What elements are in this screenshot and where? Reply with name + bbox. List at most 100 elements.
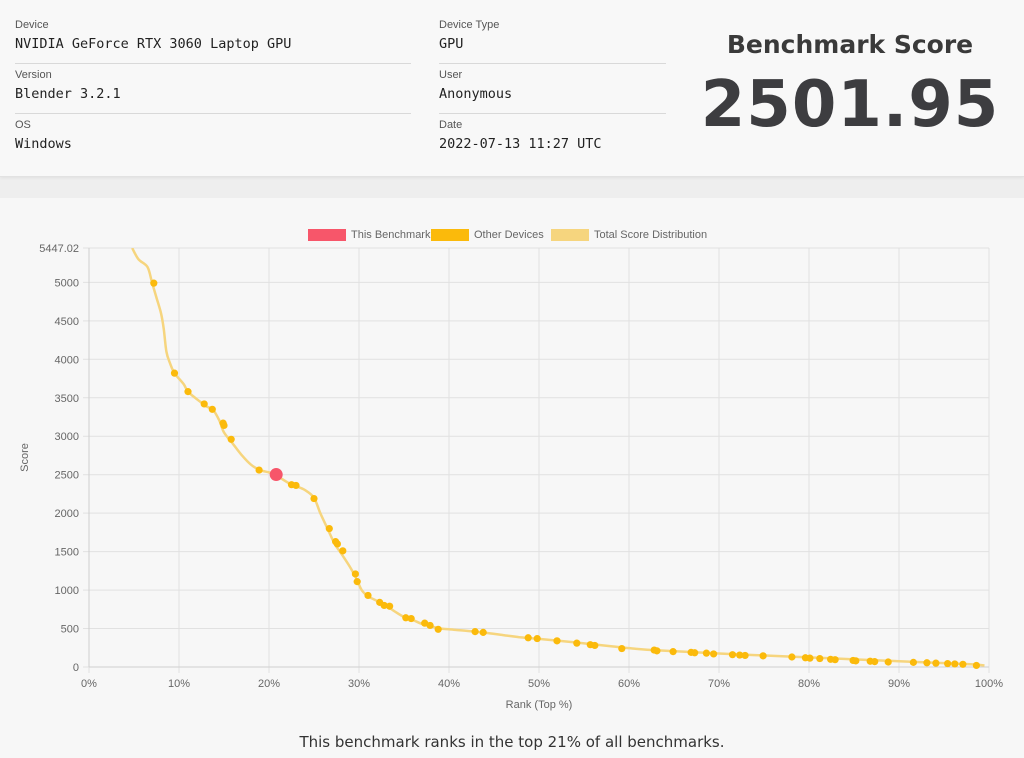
benchmark-score-title: Benchmark Score — [726, 30, 974, 59]
other-device-point — [909, 658, 918, 666]
score-distribution-chart: 0% 10% 20% 30% 40% 50% 60% 70% 80% 90% 100% 5447.02… — [19, 229, 1003, 711]
legend-this-benchmark-swatch — [308, 229, 346, 241]
y-tick-label: 2000 — [55, 508, 79, 520]
x-tick-label: 20% — [258, 678, 280, 690]
other-device-point — [533, 634, 541, 643]
other-device-point — [573, 639, 581, 647]
benchmark-info-header: Device NVIDIA GeForce RTX 3060 Laptop GP… — [0, 0, 1024, 177]
other-device-point — [728, 651, 737, 659]
other-device-point — [852, 657, 860, 665]
device-field: Device NVIDIA GeForce RTX 3060 Laptop GP… — [15, 18, 411, 64]
distribution-line — [131, 248, 985, 667]
device-type-value: GPU — [439, 35, 666, 64]
other-device-point — [227, 435, 235, 443]
device-type-field: Device Type GPU — [439, 18, 666, 64]
other-device-point — [407, 614, 415, 623]
user-label: User — [439, 69, 463, 81]
y-tick-label: 0 — [73, 662, 79, 674]
other-device-point — [220, 421, 228, 430]
other-device-point — [736, 651, 744, 659]
version-label: Version — [15, 69, 52, 81]
other-device-point — [351, 570, 359, 578]
other-device-point — [380, 601, 388, 610]
other-device-point — [788, 653, 796, 661]
y-axis-title: Score — [19, 443, 31, 472]
x-tick-label: 60% — [618, 678, 640, 690]
y-tick-label: 3500 — [55, 393, 79, 405]
other-device-point — [741, 651, 749, 660]
legend-other-devices-label: Other Devices — [474, 229, 544, 241]
y-tick-label: 3000 — [55, 431, 79, 443]
other-device-point — [434, 625, 442, 633]
y-tick-label: 4000 — [55, 354, 79, 366]
x-tick-label: 10% — [168, 678, 190, 690]
other-device-point — [806, 654, 814, 662]
date-field: Date 2022-07-13 11:27 UTC — [439, 118, 666, 163]
y-tick-label: 5000 — [55, 277, 79, 289]
other-device-point — [170, 369, 179, 377]
x-tick-label: 0% — [81, 678, 97, 690]
x-tick-label: 50% — [528, 678, 550, 690]
legend-this-benchmark-label: This Benchmark — [351, 229, 431, 241]
x-axis-title: Rank (Top %) — [506, 699, 573, 711]
other-device-point — [816, 654, 824, 663]
other-device-point — [951, 660, 959, 668]
other-device-point — [310, 494, 318, 503]
other-device-point — [932, 659, 940, 667]
y-tick-label: 2500 — [55, 470, 79, 482]
os-label: OS — [15, 119, 31, 131]
os-field: OS Windows — [15, 118, 411, 163]
other-device-point — [364, 591, 372, 600]
os-value: Windows — [15, 136, 72, 152]
this-benchmark-point — [269, 468, 283, 482]
x-tick-label: 70% — [708, 678, 730, 690]
other-device-point — [150, 279, 158, 287]
user-value: Anonymous — [439, 85, 666, 114]
y-tick-label: 5447.02 — [39, 243, 79, 255]
other-device-point — [200, 400, 208, 408]
other-device-point — [944, 659, 952, 668]
other-device-point — [923, 659, 931, 667]
other-device-point — [184, 388, 192, 396]
other-device-point — [691, 649, 699, 657]
y-tick-label: 500 — [61, 624, 79, 636]
benchmark-score-value: 2501.95 — [700, 68, 1000, 142]
other-device-point — [426, 621, 434, 630]
other-device-point — [402, 614, 410, 622]
legend-total-distribution-swatch — [551, 229, 589, 241]
other-device-point — [591, 641, 599, 650]
other-device-point — [669, 648, 677, 656]
other-device-point — [959, 660, 967, 668]
y-tick-label: 4500 — [55, 316, 79, 328]
date-label: Date — [439, 119, 463, 131]
other-device-point — [479, 628, 487, 636]
other-device-point — [386, 602, 394, 610]
other-device-point — [831, 656, 839, 664]
other-device-point — [325, 524, 333, 533]
other-device-point — [421, 619, 429, 627]
other-device-point — [653, 647, 661, 655]
other-device-point — [292, 481, 300, 490]
legend-total-distribution-label: Total Score Distribution — [594, 229, 707, 241]
other-device-point — [471, 628, 479, 636]
other-device-point — [972, 661, 981, 670]
x-tick-label: 90% — [888, 678, 910, 690]
user-field: User Anonymous — [439, 68, 666, 114]
other-device-point — [208, 405, 216, 413]
y-tick-label: 1000 — [55, 585, 79, 597]
x-tick-label: 100% — [975, 678, 1003, 690]
chart-panel: 0% 10% 20% 30% 40% 50% 60% 70% 80% 90% 100% 5447.02… — [0, 198, 1024, 758]
x-tick-label: 40% — [438, 678, 460, 690]
other-device-point — [710, 650, 718, 658]
other-device-point — [333, 540, 341, 548]
other-device-point — [759, 652, 767, 660]
version-value: Blender 3.2.1 — [15, 85, 411, 114]
other-device-point — [618, 644, 626, 653]
y-tick-label: 1500 — [55, 547, 79, 559]
version-field: Version Blender 3.2.1 — [15, 68, 411, 114]
device-value: NVIDIA GeForce RTX 3060 Laptop GPU — [15, 35, 411, 64]
rank-summary: This benchmark ranks in the top 21% of a… — [299, 733, 725, 751]
other-device-point — [339, 547, 347, 555]
device-label: Device — [15, 19, 49, 31]
other-device-point — [884, 658, 892, 666]
